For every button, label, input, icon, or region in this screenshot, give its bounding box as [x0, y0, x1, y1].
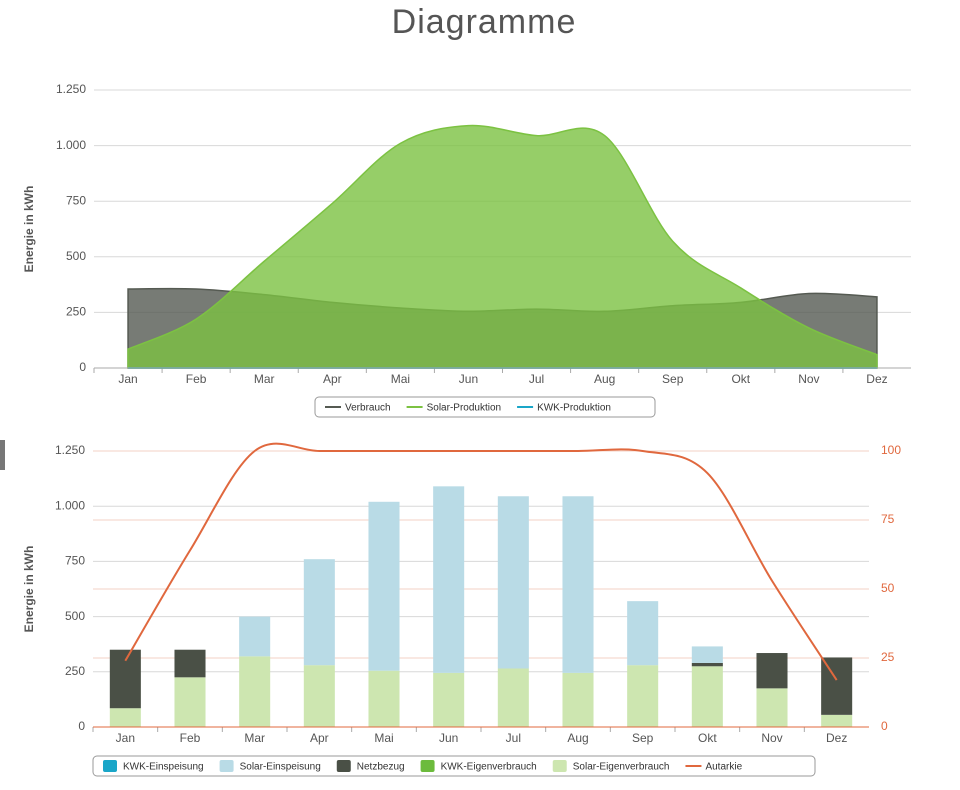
y-tick-label: 1.250 — [55, 443, 85, 457]
bar-segment — [821, 657, 853, 715]
bar-segment — [109, 708, 141, 727]
y-tick-label: 500 — [66, 249, 86, 263]
y-tick-label: 750 — [65, 554, 85, 568]
legend-label: Solar-Produktion — [427, 403, 501, 414]
y2-tick-label: 0 — [881, 719, 888, 733]
bar-segment — [756, 688, 788, 727]
bar-segment — [691, 666, 723, 727]
y-axis-label: Energie in kWh — [22, 546, 36, 633]
legend-symbol — [103, 760, 117, 772]
y-tick-label: 1.250 — [56, 82, 86, 96]
legend-label: Verbrauch — [345, 403, 391, 414]
line — [124, 442, 838, 681]
bar-segment — [627, 665, 659, 727]
bar-segment — [433, 486, 465, 673]
bar-segment — [174, 649, 206, 678]
y2-tick-label: 25 — [881, 650, 895, 664]
bar-segment — [174, 677, 206, 727]
legend-box — [92, 755, 816, 777]
bar-segment — [691, 662, 723, 667]
legend-label: Netzbezug — [357, 762, 405, 773]
bar-segment — [109, 649, 141, 709]
legend-label: KWK-Eigenverbrauch — [441, 762, 537, 773]
legend-label: Solar-Einspeisung — [240, 762, 321, 773]
x-tick-label: Mar — [244, 731, 265, 745]
bar-segment — [497, 668, 529, 727]
y-tick-label: 1.000 — [55, 498, 85, 512]
y-tick-label: 500 — [65, 609, 85, 623]
y-tick-label: 250 — [66, 305, 86, 319]
bar-segment — [239, 656, 271, 727]
legend-label: Autarkie — [705, 762, 742, 773]
x-tick-label: Sep — [662, 372, 684, 386]
x-tick-label: Dez — [826, 731, 847, 745]
x-tick-label: Jun — [459, 372, 478, 386]
x-tick-label: Okt — [698, 731, 717, 745]
x-tick-label: Okt — [731, 372, 750, 386]
legend-label: KWK-Produktion — [537, 403, 611, 414]
legend-symbol — [552, 760, 567, 772]
x-tick-label: Mai — [374, 731, 393, 745]
y2-tick-label: 100 — [881, 443, 901, 457]
y-tick-label: 250 — [65, 664, 85, 678]
x-tick-label: Jan — [118, 372, 137, 386]
y-tick-label: 0 — [78, 719, 85, 733]
legend-symbol — [420, 760, 435, 772]
x-tick-label: Feb — [186, 372, 207, 386]
y-axis-label: Energie in kWh — [22, 186, 36, 273]
x-tick-label: Aug — [567, 731, 588, 745]
legend-symbol — [219, 760, 234, 772]
x-tick-label: Jul — [506, 731, 521, 745]
bar-segment — [239, 616, 271, 657]
bar-segment — [627, 601, 659, 666]
page-title: Diagramme — [392, 3, 577, 41]
bar-segment — [497, 496, 529, 669]
chart: 0 250 500 750 1.000 1.250 0 25 50 75 100 Energie in… — [22, 442, 901, 777]
legend-label: Solar-Eigenverbrauch — [573, 762, 670, 773]
legend-box — [314, 396, 656, 418]
y-tick-label: 1.000 — [56, 138, 86, 152]
bar-segment — [433, 672, 465, 727]
x-tick-label: Jul — [529, 372, 544, 386]
x-tick-label: Sep — [632, 731, 654, 745]
side-marker — [0, 440, 5, 470]
x-tick-label: Nov — [761, 731, 782, 745]
bar-segment — [368, 501, 400, 671]
bar-segment — [562, 672, 594, 727]
bar-segment — [821, 714, 853, 727]
legend-label: KWK-Einspeisung — [123, 762, 204, 773]
bar-segment — [303, 559, 335, 666]
bar-segment — [303, 665, 335, 727]
x-tick-label: Dez — [866, 372, 887, 386]
x-tick-label: Nov — [798, 372, 819, 386]
x-tick-label: Aug — [594, 372, 615, 386]
y-tick-label: 0 — [79, 360, 86, 374]
x-tick-label: Jan — [116, 731, 135, 745]
y2-tick-label: 50 — [881, 581, 895, 595]
x-tick-label: Feb — [180, 731, 201, 745]
x-tick-label: Apr — [323, 372, 342, 386]
x-tick-label: Mar — [254, 372, 275, 386]
legend-symbol — [336, 760, 351, 772]
bar-segment — [562, 496, 594, 673]
area — [127, 124, 878, 369]
bar-segment — [368, 670, 400, 727]
bar-segment — [691, 646, 723, 663]
x-tick-label: Jun — [439, 731, 458, 745]
chart: 0 250 500 750 1.000 1.250 Energie in kWh Jan Feb… — [22, 82, 911, 418]
y2-tick-label: 75 — [881, 512, 895, 526]
y-tick-label: 750 — [66, 193, 86, 207]
bar-segment — [756, 653, 788, 689]
x-tick-label: Mai — [391, 372, 410, 386]
x-tick-label: Apr — [310, 731, 329, 745]
